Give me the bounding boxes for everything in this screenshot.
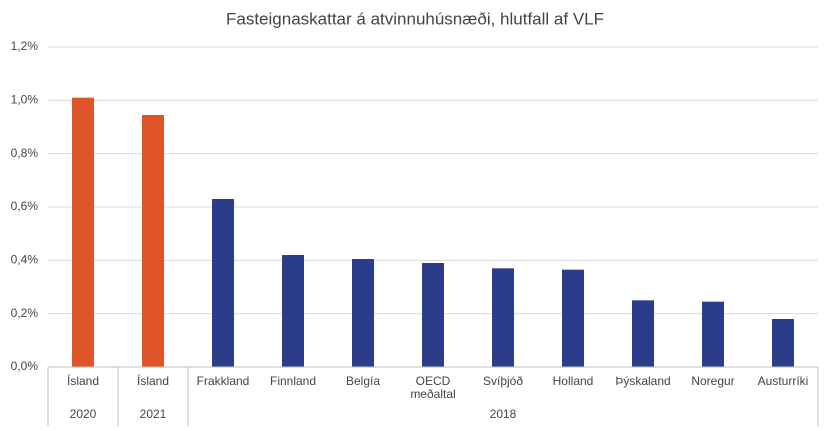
bar [562, 269, 584, 367]
bar [212, 199, 234, 367]
x-tick-label: Belgía [345, 374, 381, 388]
group-label: 2020 [70, 407, 97, 421]
bar [772, 319, 794, 367]
x-tick-label: OECD meðaltal [410, 374, 456, 401]
x-tick-label: Finnland [269, 374, 317, 388]
x-tick-label: Frakkland [196, 374, 250, 388]
bar [282, 255, 304, 367]
bar [632, 300, 654, 367]
y-tick-label: 0,6% [11, 199, 39, 213]
x-tick-label: Svíþjóð [482, 374, 524, 388]
group-label: 2021 [140, 407, 167, 421]
chart-title: Fasteignaskattar á atvinnuhúsnæði, hlutf… [226, 9, 604, 28]
bar [72, 97, 94, 368]
y-tick-label: 1,2% [11, 39, 39, 53]
bar [422, 263, 444, 367]
y-tick-label: 0,8% [11, 146, 39, 160]
bar [352, 259, 374, 367]
x-tick-label: Austurríki [757, 374, 809, 388]
bar [142, 115, 164, 367]
group-label: 2018 [490, 407, 517, 421]
y-tick-label: 0,2% [11, 306, 39, 320]
x-tick-label: Ísland [66, 374, 100, 388]
x-tick-label: Noregur [691, 374, 735, 388]
y-tick-label: 0,4% [11, 253, 39, 267]
x-tick-label: Ísland [136, 374, 170, 388]
y-tick-label: 1,0% [11, 93, 39, 107]
bar [492, 268, 514, 367]
bar [702, 301, 724, 367]
x-tick-label: Holland [552, 374, 594, 388]
x-tick-label: Þýskaland [615, 374, 671, 388]
y-tick-label: 0,0% [11, 359, 39, 373]
